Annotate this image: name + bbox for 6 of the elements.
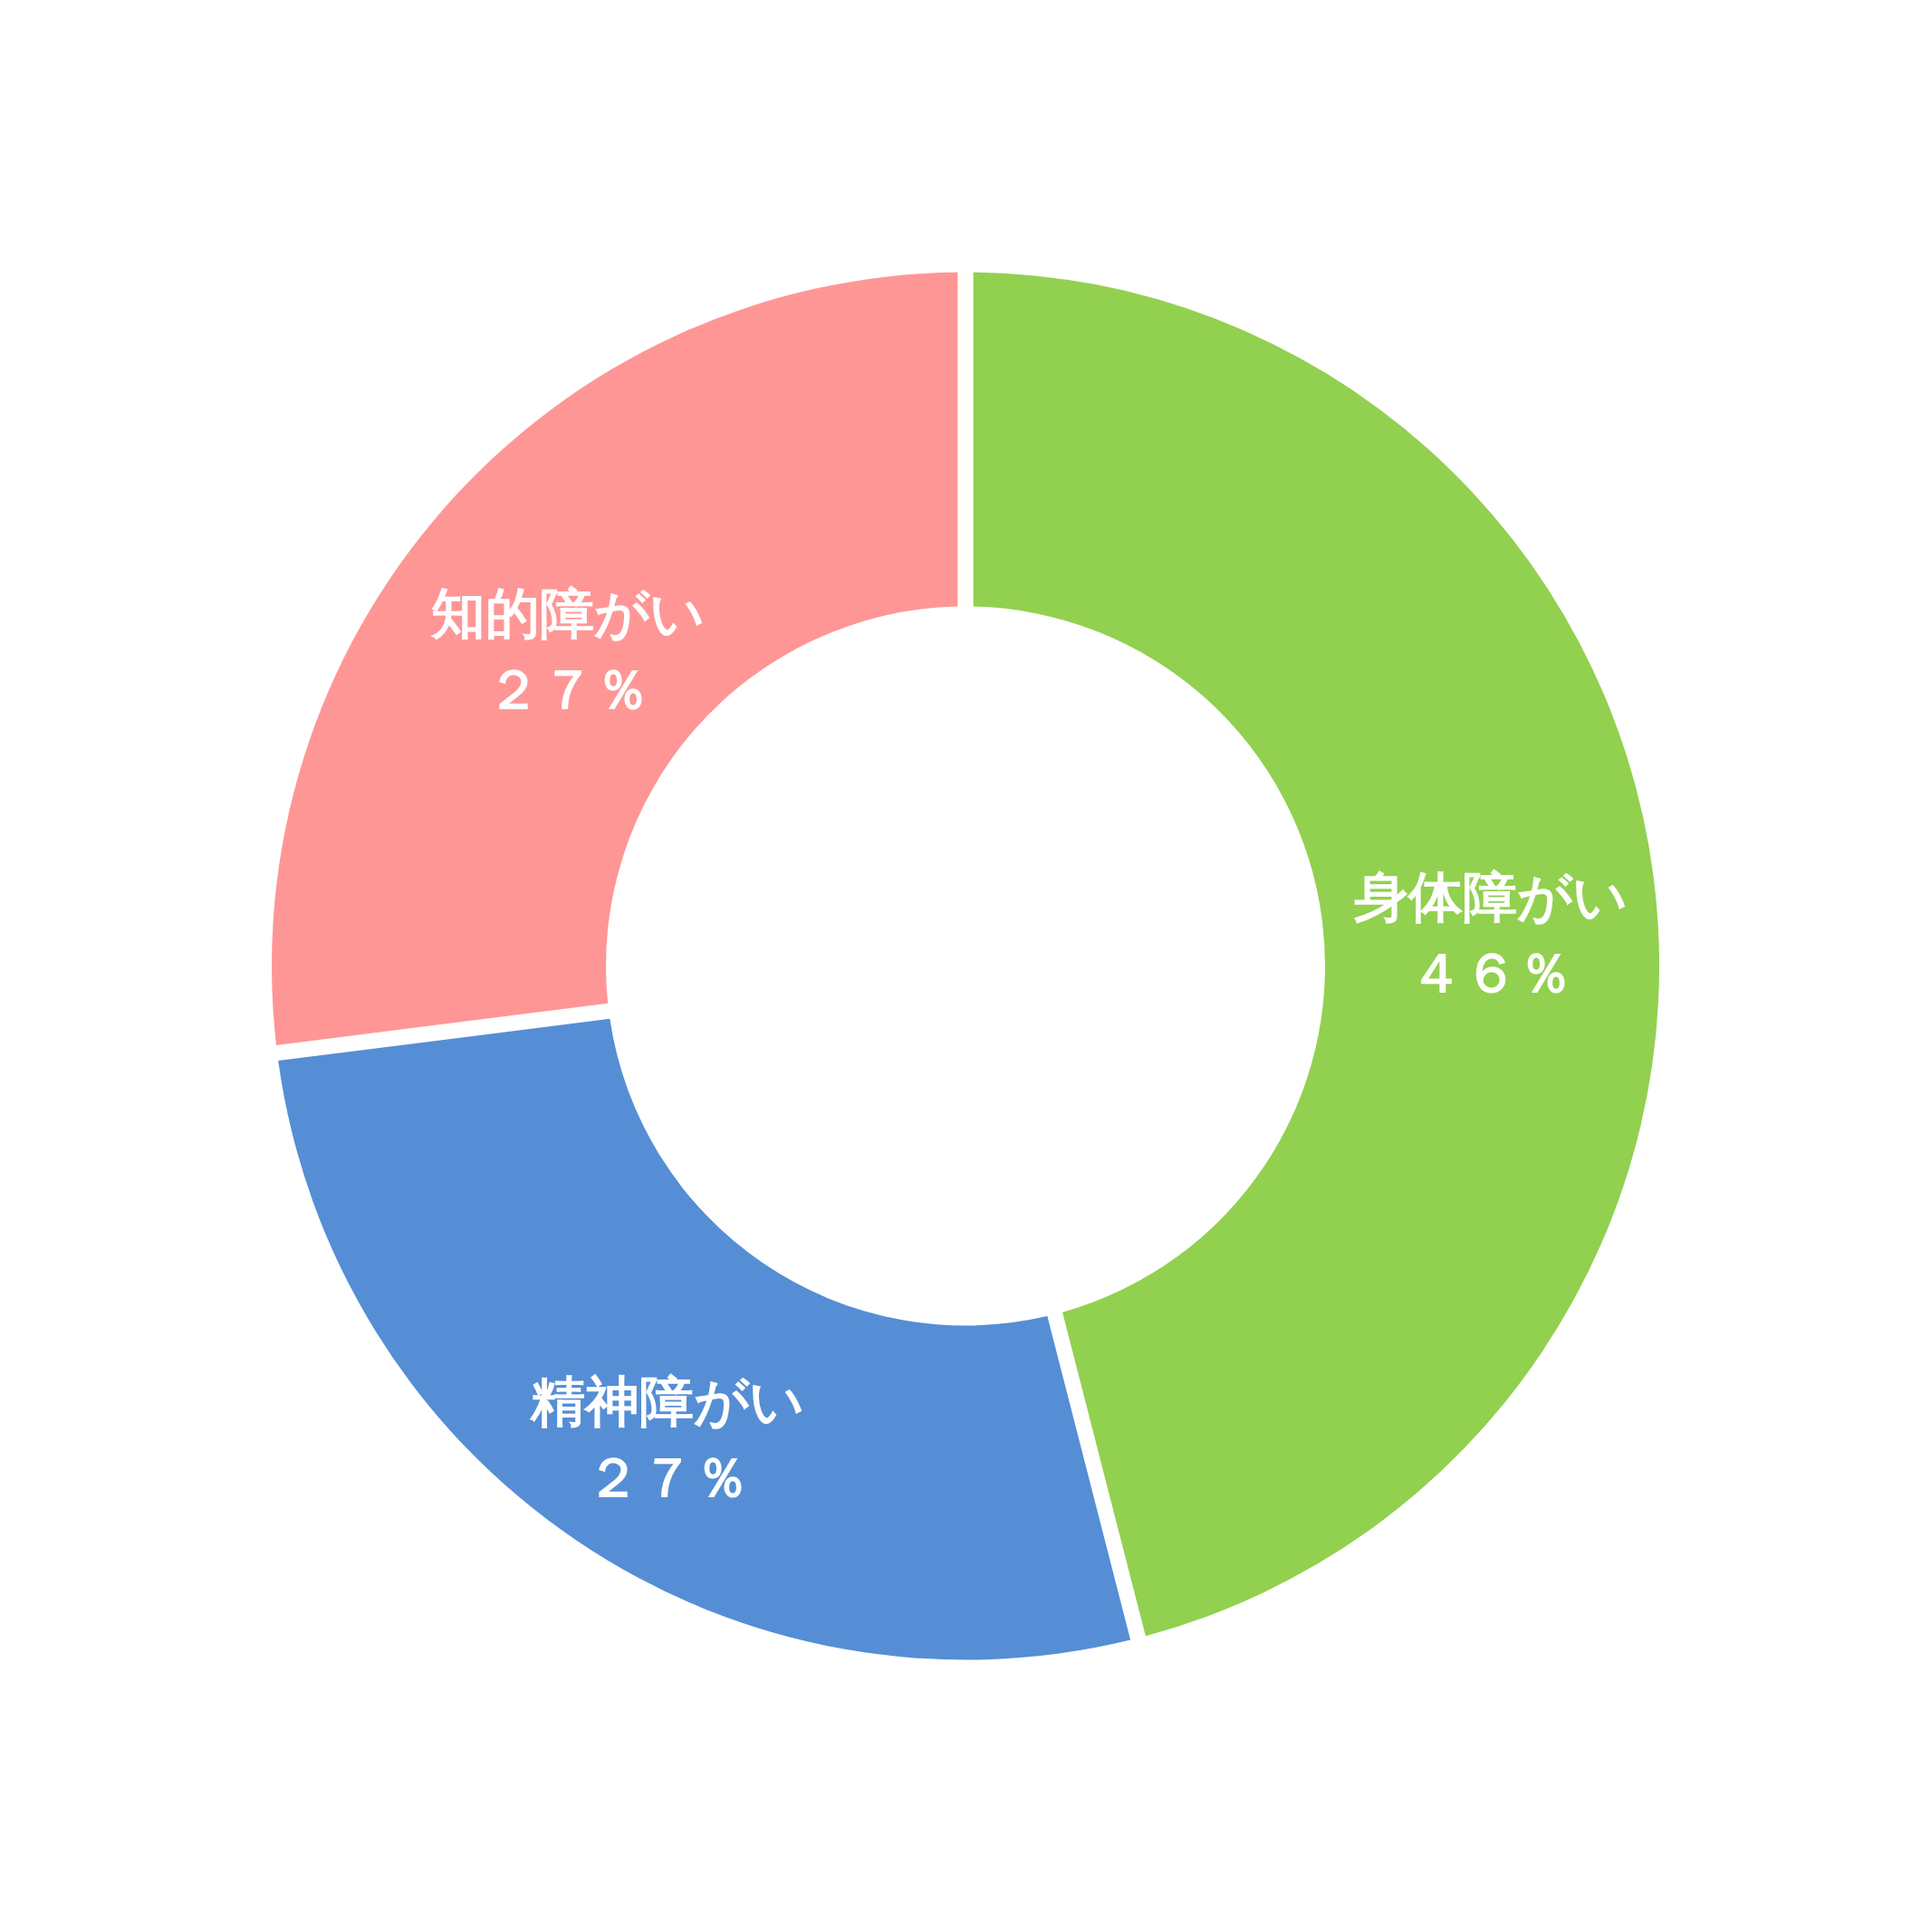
slice-label: 精神障がい [529,1370,805,1434]
data-label: ２７％ [486,657,650,721]
slice-label: 身体障がい [1353,865,1628,929]
data-label: ４６％ [1409,941,1573,1005]
data-label: ２７％ [586,1446,750,1510]
slice-label: 知的障がい [430,581,706,645]
